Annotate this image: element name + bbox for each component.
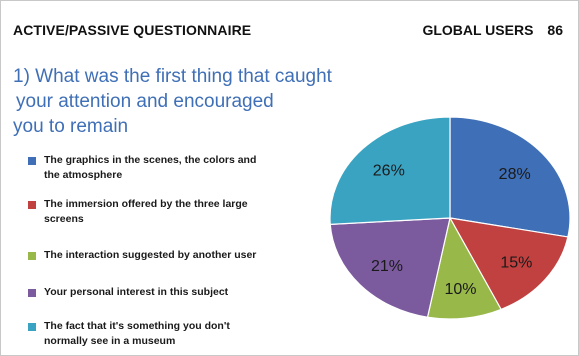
legend-label: Your personal interest in this subject xyxy=(44,285,306,300)
pie-slice-label: 21% xyxy=(371,258,403,275)
question-line-1: 1) What was the first thing that caught xyxy=(13,66,332,87)
pie-slice-label: 26% xyxy=(373,163,405,180)
legend-label-line: the atmosphere xyxy=(44,169,123,181)
pie-slice-label: 10% xyxy=(444,281,476,298)
questionnaire-title: ACTIVE/PASSIVE QUESTIONNAIRE xyxy=(13,22,252,38)
pie-slice xyxy=(448,217,569,311)
legend-label: The graphics in the scenes, the colors a… xyxy=(44,153,306,183)
global-users: GLOBAL USERS 86 xyxy=(422,22,563,38)
legend-swatch xyxy=(28,252,36,260)
legend-swatch xyxy=(28,289,36,297)
legend-label-line: The interaction suggested by another use… xyxy=(44,249,257,261)
legend-label-line: Your personal interest in this subject xyxy=(44,286,229,298)
legend-swatch xyxy=(28,201,36,209)
global-users-label: GLOBAL USERS xyxy=(422,22,534,38)
pie-slice xyxy=(426,216,502,320)
pie-slice xyxy=(329,116,451,225)
pie-slice xyxy=(449,116,571,238)
legend-label-line: The graphics in the scenes, the colors a… xyxy=(44,154,257,166)
legend-label-line: The immersion offered by the three large xyxy=(44,198,248,210)
question-line-3: you to remain xyxy=(13,116,129,137)
pie-slice-label: 28% xyxy=(499,166,531,183)
pie-slice xyxy=(329,217,451,318)
legend-swatch xyxy=(28,157,36,165)
question-text: 1) What was the first thing that caught … xyxy=(13,64,373,139)
legend-label: The fact that it's something you don't no… xyxy=(44,319,306,349)
legend-label: The immersion offered by the three large… xyxy=(44,197,306,227)
legend-swatch xyxy=(28,323,36,331)
pie-slice-label: 15% xyxy=(500,254,532,271)
question-line-2: your attention and encouraged xyxy=(16,91,274,112)
global-users-count: 86 xyxy=(547,22,563,38)
legend-label-line: The fact that it's something you don't xyxy=(44,320,230,332)
legend-label-line: normally see in a museum xyxy=(44,335,176,347)
legend-label: The interaction suggested by another use… xyxy=(44,248,306,263)
legend-label-line: screens xyxy=(44,213,84,225)
